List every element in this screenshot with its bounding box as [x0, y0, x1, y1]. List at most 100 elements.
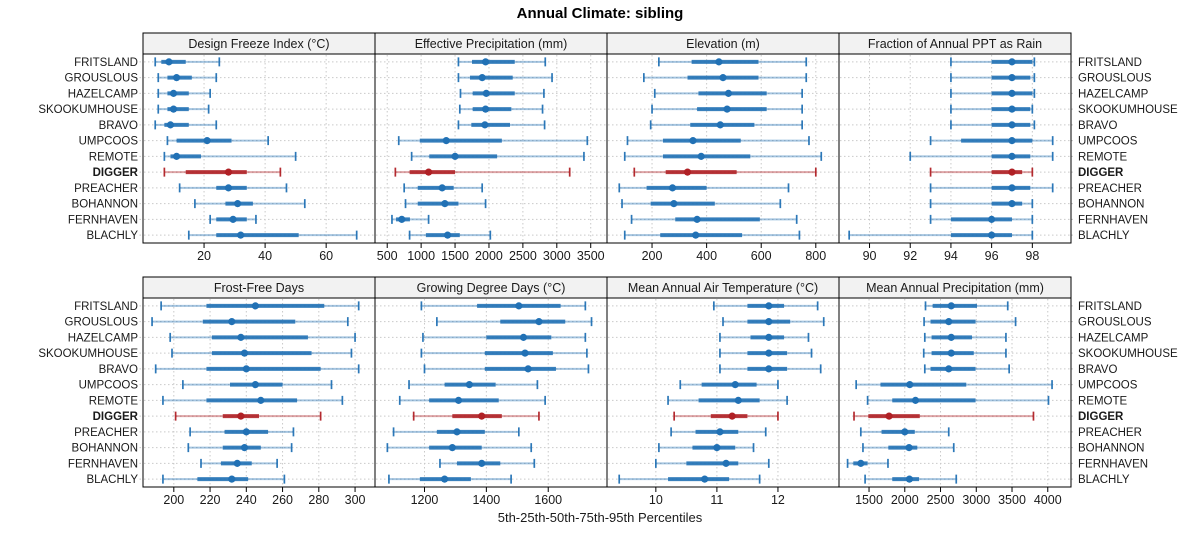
median-dot	[478, 412, 486, 420]
percentile-row-umpcoos	[679, 380, 779, 390]
site-label-left: GROUSLOUS	[65, 73, 139, 85]
median-dot	[905, 444, 913, 452]
median-dot	[945, 318, 953, 326]
site-label-right: BOHANNON	[1078, 443, 1144, 455]
median-dot	[947, 349, 955, 357]
median-dot	[481, 105, 490, 113]
site-label-right: DIGGER	[1078, 411, 1124, 423]
x-tick-label: 1200	[411, 493, 439, 507]
percentile-row-blachly	[408, 230, 492, 240]
site-label-left: BRAVO	[99, 120, 138, 132]
median-dot	[453, 428, 461, 436]
x-tick-label: 600	[751, 249, 772, 263]
panel-plot-area	[142, 53, 376, 244]
percentile-row-bohannon	[929, 199, 1034, 209]
percentile-row-bravo	[457, 120, 546, 130]
percentile-row-umpcoos	[397, 136, 589, 146]
site-label-left: SKOOKUMHOUSE	[38, 348, 138, 360]
panel-strip	[838, 276, 1072, 299]
site-label-left: BOHANNON	[72, 199, 138, 211]
median-dot	[454, 396, 463, 404]
median-dot	[689, 137, 697, 145]
x-tick-label: 1600	[534, 493, 562, 507]
site-label-right: HAZELCAMP	[1078, 332, 1149, 344]
percentile-row-bohannon	[658, 443, 755, 453]
site-label-left: DIGGER	[93, 411, 139, 423]
panel-strip-title: Mean Annual Air Temperature (°C)	[628, 281, 818, 295]
site-label-left: UMPCOOS	[79, 380, 139, 392]
percentile-row-grouslous	[722, 317, 825, 327]
x-tick-label: 400	[696, 249, 717, 263]
median-dot	[722, 459, 730, 467]
median-dot	[988, 231, 996, 239]
x-tick-label: 2500	[927, 493, 955, 507]
percentile-row-bravo	[923, 364, 1011, 374]
x-tick-label: 240	[236, 493, 257, 507]
median-dot	[713, 444, 721, 452]
site-label-right: FERNHAVEN	[1078, 458, 1148, 470]
site-label-left: UMPCOOS	[79, 136, 139, 148]
median-dot	[1008, 184, 1016, 192]
median-dot	[1008, 168, 1016, 176]
panel-plot-area	[606, 53, 840, 244]
percentile-row-skookumhouse	[950, 104, 1034, 114]
site-label-right: BRAVO	[1078, 120, 1117, 132]
percentile-row-fritsland	[457, 57, 547, 67]
median-dot	[165, 58, 173, 66]
median-dot	[237, 231, 245, 239]
median-dot	[424, 168, 433, 176]
median-dot	[906, 381, 914, 389]
percentile-row-bravo	[649, 120, 804, 130]
percentile-row-blachly	[623, 230, 801, 240]
median-dot	[234, 200, 242, 208]
percentile-row-bohannon	[862, 443, 955, 453]
site-label-left: BOHANNON	[72, 443, 138, 455]
x-tick-label: 98	[1025, 249, 1039, 263]
median-dot	[451, 152, 459, 160]
median-dot	[905, 475, 914, 483]
median-dot	[242, 428, 250, 436]
site-label-left: PREACHER	[74, 183, 138, 195]
site-label-right: SKOOKUMHOUSE	[1078, 348, 1178, 360]
page-title: Annual Climate: sibling	[516, 5, 684, 22]
median-dot	[1008, 74, 1016, 82]
site-label-right: FRITSLAND	[1078, 301, 1142, 313]
x-tick-label: 3000	[543, 249, 571, 263]
x-tick-label: 2000	[891, 493, 919, 507]
x-tick-label: 4000	[1034, 493, 1062, 507]
percentile-row-bravo	[423, 364, 590, 374]
median-dot	[857, 459, 865, 467]
median-dot	[683, 168, 692, 176]
median-dot	[443, 231, 452, 239]
median-dot	[668, 184, 677, 192]
median-dot	[723, 105, 731, 113]
site-label-right: PREACHER	[1078, 427, 1142, 439]
percentile-row-grouslous	[436, 317, 593, 327]
median-dot	[701, 475, 709, 483]
median-dot	[670, 200, 678, 208]
x-tick-label: 92	[903, 249, 917, 263]
percentile-row-hazelcamp	[719, 332, 810, 342]
percentile-row-umpcoos	[408, 380, 539, 390]
panel-plot-area	[374, 53, 608, 244]
percentile-row-preacher	[178, 183, 288, 193]
panel-strip	[838, 32, 1072, 55]
panel-strip-title: Frost-Free Days	[214, 281, 304, 295]
percentile-row-fernhaven	[200, 458, 278, 468]
x-tick-label: 200	[163, 493, 184, 507]
site-label-left: REMOTE	[89, 151, 139, 163]
median-dot	[724, 89, 733, 97]
x-tick-label: 12	[771, 493, 785, 507]
percentile-row-blachly	[388, 474, 512, 484]
x-tick-label: 300	[345, 493, 366, 507]
x-tick-label: 3000	[962, 493, 990, 507]
panel-plot-area	[374, 297, 608, 488]
percentile-row-preacher	[618, 183, 790, 193]
x-tick-label: 500	[377, 249, 398, 263]
median-dot	[524, 365, 532, 373]
median-dot	[448, 444, 456, 452]
panel-design-freeze-index-c: Design Freeze Index (°C) 20 40 60	[142, 32, 376, 263]
median-dot	[438, 184, 446, 192]
percentile-row-skookumhouse	[719, 348, 813, 358]
percentile-row-bohannon	[386, 443, 533, 453]
